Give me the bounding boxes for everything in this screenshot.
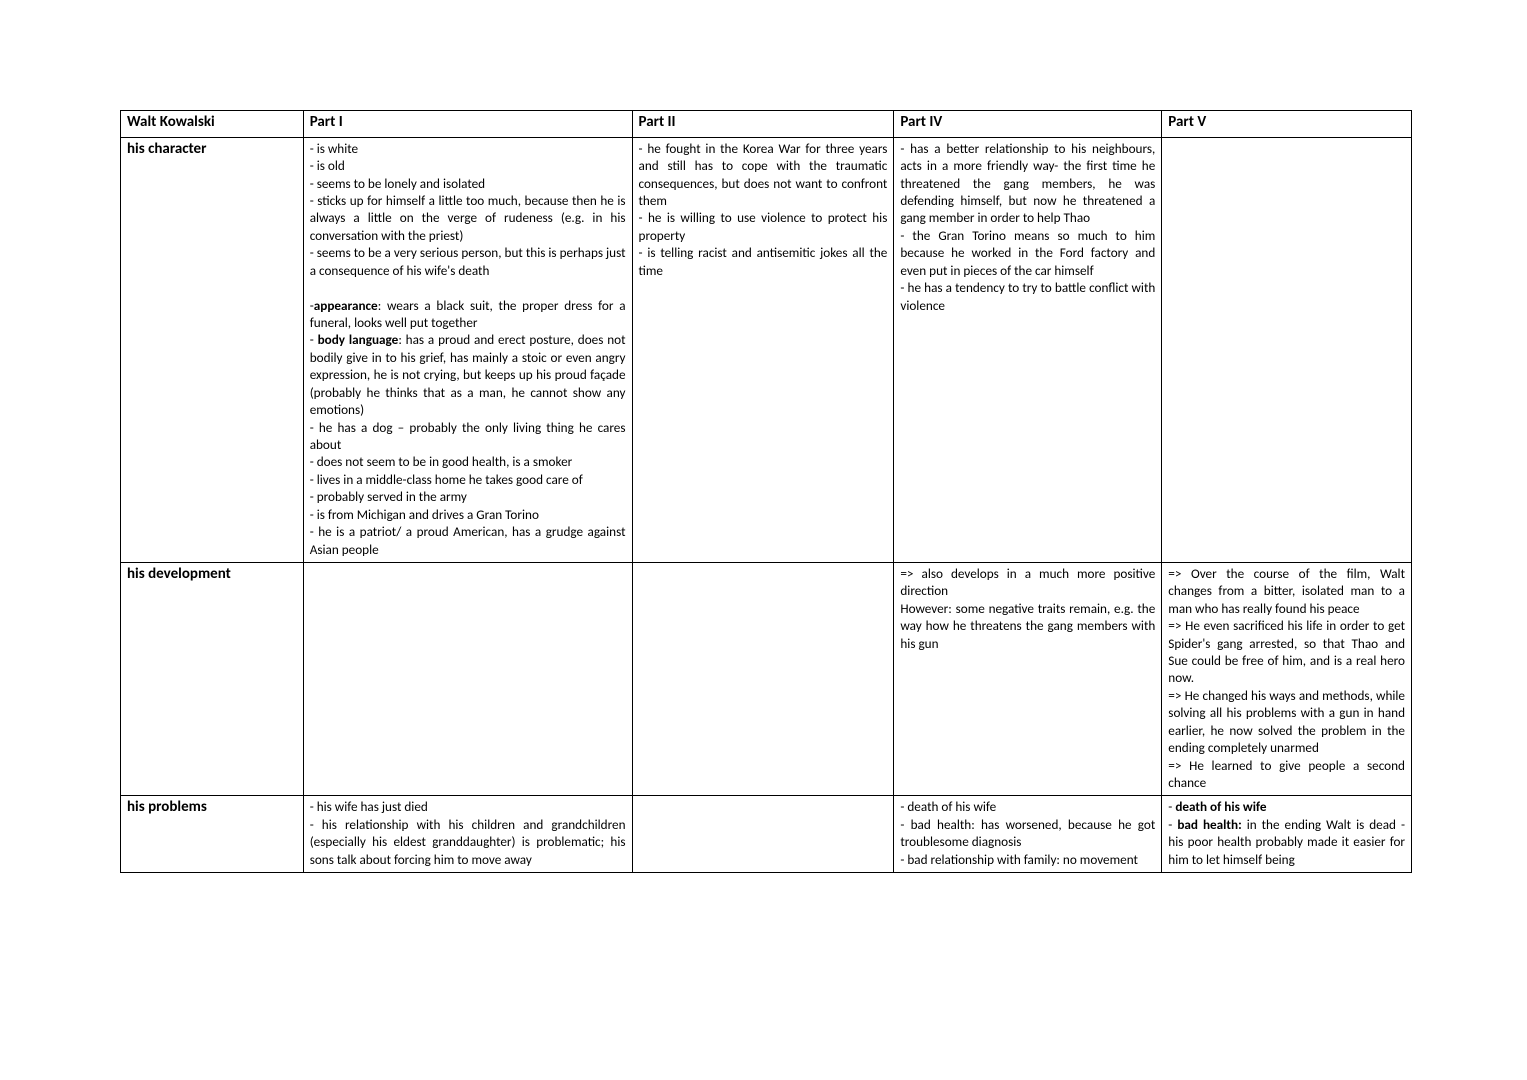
cell-part2: - he fought in the Korea War for three y… [632, 137, 894, 562]
table-row: his character- is white- is old- seems t… [121, 137, 1412, 562]
analysis-table: Walt Kowalski Part I Part II Part IV Par… [120, 110, 1412, 873]
cell-part1: - his wife has just died- his relationsh… [303, 796, 632, 873]
col-header-part4: Part IV [894, 111, 1162, 138]
col-header-part1: Part I [303, 111, 632, 138]
cell-part4: => also develops in a much more positive… [894, 562, 1162, 795]
row-header: his problems [121, 796, 304, 873]
cell-part2 [632, 796, 894, 873]
table-body: his character- is white- is old- seems t… [121, 137, 1412, 872]
cell-part1: - is white- is old- seems to be lonely a… [303, 137, 632, 562]
cell-part4: - death of his wife- bad health: has wor… [894, 796, 1162, 873]
table-header-row: Walt Kowalski Part I Part II Part IV Par… [121, 111, 1412, 138]
cell-part5: => Over the course of the film, Walt cha… [1162, 562, 1412, 795]
table-row: his development => also develops in a muc… [121, 562, 1412, 795]
col-header-part2: Part II [632, 111, 894, 138]
row-header: his development [121, 562, 304, 795]
cell-part5: - death of his wife- bad health: in the … [1162, 796, 1412, 873]
col-header-part5: Part V [1162, 111, 1412, 138]
cell-part2 [632, 562, 894, 795]
col-header-subject: Walt Kowalski [121, 111, 304, 138]
cell-part4: - has a better relationship to his neigh… [894, 137, 1162, 562]
cell-part1 [303, 562, 632, 795]
table-row: his problems- his wife has just died- hi… [121, 796, 1412, 873]
row-header: his character [121, 137, 304, 562]
document-page: Walt Kowalski Part I Part II Part IV Par… [0, 0, 1527, 1080]
cell-part5 [1162, 137, 1412, 562]
